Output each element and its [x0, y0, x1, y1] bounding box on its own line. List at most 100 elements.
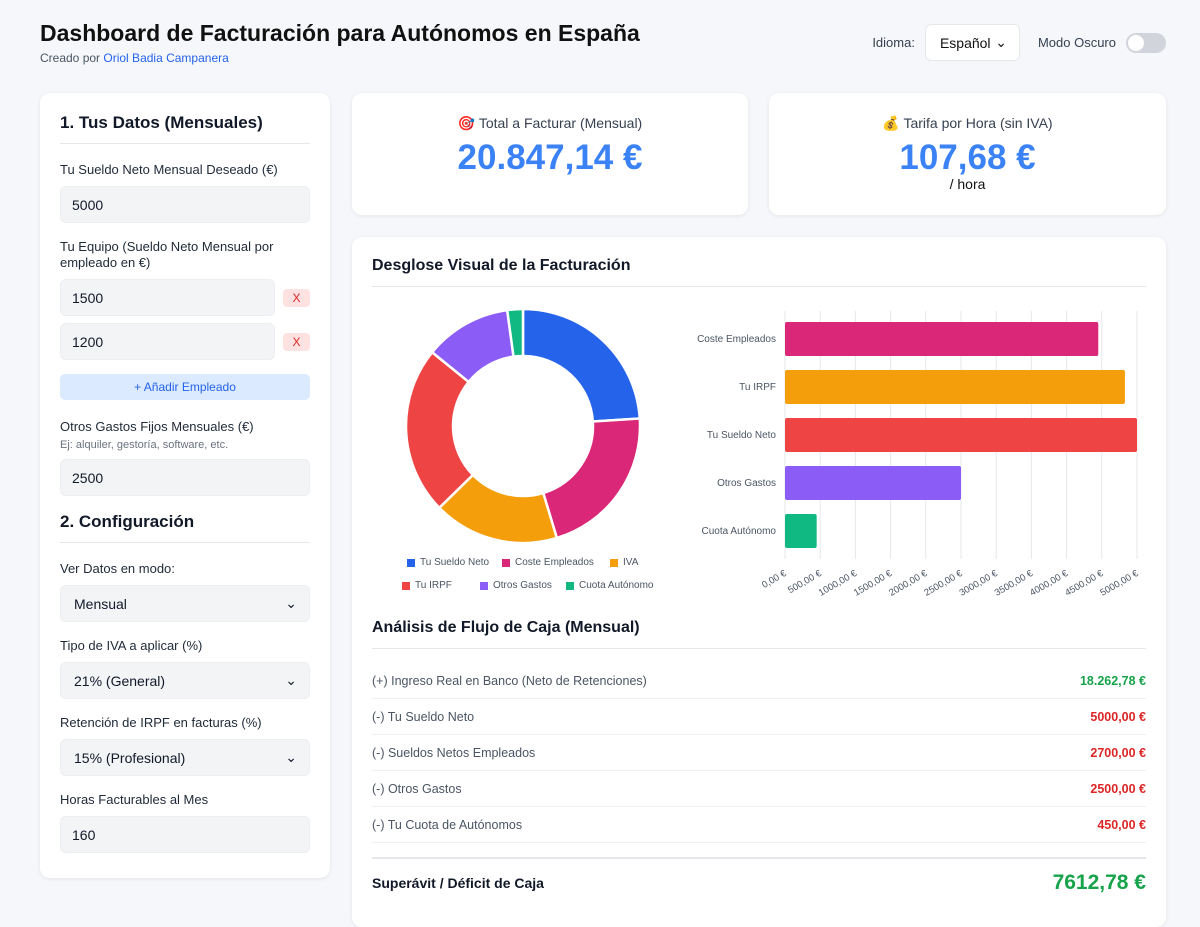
- total-heading: 🎯 Total a Facturar (Mensual): [352, 115, 748, 132]
- x-tick-label: 5000,00 €: [1098, 568, 1141, 599]
- salary-label: Tu Sueldo Neto Mensual Deseado (€): [60, 162, 278, 177]
- irpf-label: Retención de IRPF en facturas (%): [60, 715, 262, 730]
- hourly-rate-card: 💰 Tarifa por Hora (sin IVA) 107,68 € / h…: [769, 93, 1166, 215]
- irpf-select[interactable]: 15% (Profesional) ⌄: [60, 739, 310, 776]
- iva-select[interactable]: 21% (General) ⌄: [60, 662, 310, 699]
- legend-label: Otros Gastos: [493, 580, 552, 591]
- chevron-down-icon: ⌄: [285, 672, 297, 688]
- donut-slice[interactable]: [505, 307, 525, 359]
- cashflow-row: (+) Ingreso Real en Banco (Neto de Reten…: [372, 663, 1146, 699]
- visual-panel: Desglose Visual de la Facturación Tu Sue…: [352, 237, 1166, 927]
- rate-label: Tarifa por Hora (sin IVA): [903, 115, 1053, 131]
- cashflow-row-label: (-) Sueldos Netos Empleados: [372, 745, 536, 760]
- mode-select[interactable]: Mensual ⌄: [60, 585, 310, 622]
- total-value: 20.847,14 €: [457, 138, 643, 177]
- legend-swatch: [610, 558, 618, 567]
- x-tick-label: 2500,00 €: [922, 568, 965, 599]
- legend-label: Cuota Autónomo: [579, 580, 654, 591]
- cashflow-section: Análisis de Flujo de Caja (Mensual) (+) …: [372, 619, 1146, 895]
- legend-label: Coste Empleados: [515, 557, 594, 568]
- legend-item[interactable]: Cuota Autónomo: [566, 580, 654, 591]
- y-category-label: Otros Gastos: [717, 478, 776, 489]
- cashflow-table: (+) Ingreso Real en Banco (Neto de Reten…: [372, 663, 1146, 843]
- x-tick-label: 1500,00 €: [852, 568, 895, 599]
- iva-value: 21% (General): [74, 672, 166, 689]
- chevron-down-icon: ⌄: [285, 749, 297, 765]
- rate-value: 107,68 €: [899, 138, 1036, 177]
- cashflow-row-value: 5000,00 €: [1090, 709, 1146, 724]
- cashflow-total-label: Superávit / Déficit de Caja: [372, 875, 544, 891]
- x-tick-label: 2000,00 €: [887, 568, 930, 599]
- cashflow-row: (-) Otros Gastos 2500,00 €: [372, 771, 1146, 807]
- bar-chart: 0,00 €500,00 €1000,00 €1500,00 €2000,00 …: [697, 311, 1141, 599]
- donut-slice[interactable]: [521, 307, 642, 423]
- bar[interactable]: [785, 514, 817, 548]
- legend-label: Tu Sueldo Neto: [420, 557, 490, 568]
- cashflow-row-value: 2700,00 €: [1090, 745, 1146, 760]
- other-expenses-input[interactable]: 2500: [60, 459, 310, 496]
- add-employee-button[interactable]: + Añadir Empleado: [60, 374, 310, 400]
- x-tick-label: 4500,00 €: [1063, 568, 1106, 599]
- y-category-label: Tu Sueldo Neto: [707, 430, 777, 441]
- salary-input[interactable]: 5000: [60, 186, 310, 223]
- chevron-down-icon: ⌄: [995, 34, 1007, 50]
- language-select[interactable]: Español ⌄: [924, 24, 1020, 61]
- legend-label: IVA: [623, 557, 639, 568]
- cashflow-total-row: Superávit / Déficit de Caja 7612,78 €: [372, 857, 1146, 895]
- rate-unit: / hora: [949, 176, 986, 192]
- team-label: Tu Equipo (Sueldo Neto Mensual por emple…: [60, 239, 274, 270]
- legend-item[interactable]: Tu IRPF: [402, 580, 452, 591]
- legend-item[interactable]: Otros Gastos: [480, 580, 552, 591]
- employee-row: 1500 X: [60, 279, 310, 323]
- section-title-data: 1. Tus Datos (Mensuales): [60, 113, 310, 144]
- bar[interactable]: [785, 466, 961, 500]
- cashflow-row-label: (+) Ingreso Real en Banco (Neto de Reten…: [372, 673, 647, 688]
- cashflow-row-label: (-) Tu Sueldo Neto: [372, 709, 475, 724]
- visual-title: Desglose Visual de la Facturación: [372, 257, 1146, 287]
- cashflow-row-label: (-) Otros Gastos: [372, 781, 462, 796]
- remove-employee-button[interactable]: X: [283, 288, 310, 307]
- legend-item[interactable]: Tu Sueldo Neto: [407, 557, 489, 568]
- language-value: Español: [939, 34, 991, 51]
- y-category-label: Tu IRPF: [739, 382, 776, 393]
- remove-employee-button[interactable]: X: [283, 332, 310, 351]
- legend-item[interactable]: Coste Empleados: [502, 557, 594, 568]
- total-label: Total a Facturar (Mensual): [478, 115, 643, 131]
- legend-swatch: [402, 581, 410, 590]
- bar[interactable]: [785, 322, 1099, 356]
- legend-label: Tu IRPF: [415, 580, 452, 591]
- cashflow-row: (-) Tu Sueldo Neto 5000,00 €: [372, 699, 1146, 735]
- legend-swatch: [480, 581, 488, 590]
- cashflow-row-value: 2500,00 €: [1090, 781, 1146, 796]
- legend-item[interactable]: IVA: [610, 557, 638, 568]
- hours-label: Horas Facturables al Mes: [60, 792, 209, 807]
- page-title: Dashboard de Facturación para Autónomos …: [40, 20, 640, 46]
- x-tick-label: 1000,00 €: [817, 568, 860, 599]
- legend-swatch: [502, 558, 510, 567]
- cashflow-row-value: 450,00 €: [1097, 817, 1146, 832]
- subtitle: Creado por Oriol Badia Campanera: [40, 51, 229, 65]
- donut-chart: [404, 307, 642, 545]
- bar[interactable]: [785, 418, 1137, 452]
- employee-salary-input[interactable]: 1500: [60, 279, 275, 316]
- iva-label: Tipo de IVA a aplicar (%): [60, 638, 203, 653]
- target-icon: 🎯: [457, 115, 476, 131]
- bar[interactable]: [785, 370, 1125, 404]
- other-expenses-hint: Ej: alquiler, gestoría, software, etc.: [60, 439, 229, 451]
- employee-salary-input[interactable]: 1200: [60, 323, 275, 360]
- irpf-value: 15% (Profesional): [74, 749, 186, 766]
- section-title-config: 2. Configuración: [60, 512, 310, 543]
- employee-row: 1200 X: [60, 323, 310, 367]
- x-tick-label: 4000,00 €: [1028, 568, 1071, 599]
- author-link[interactable]: Oriol Badia Campanera: [103, 51, 229, 65]
- legend-swatch: [407, 558, 415, 567]
- cashflow-title: Análisis de Flujo de Caja (Mensual): [372, 619, 1146, 649]
- hours-input[interactable]: 160: [60, 816, 310, 853]
- legend-swatch: [566, 581, 574, 590]
- dark-mode-toggle[interactable]: [1126, 32, 1166, 53]
- cashflow-row-label: (-) Tu Cuota de Autónomos: [372, 817, 523, 832]
- x-tick-label: 3000,00 €: [958, 568, 1001, 599]
- total-invoice-card: 🎯 Total a Facturar (Mensual) 20.847,14 €: [352, 93, 748, 215]
- dark-mode-label: Modo Oscuro: [1037, 35, 1116, 50]
- donut-slice[interactable]: [541, 417, 642, 540]
